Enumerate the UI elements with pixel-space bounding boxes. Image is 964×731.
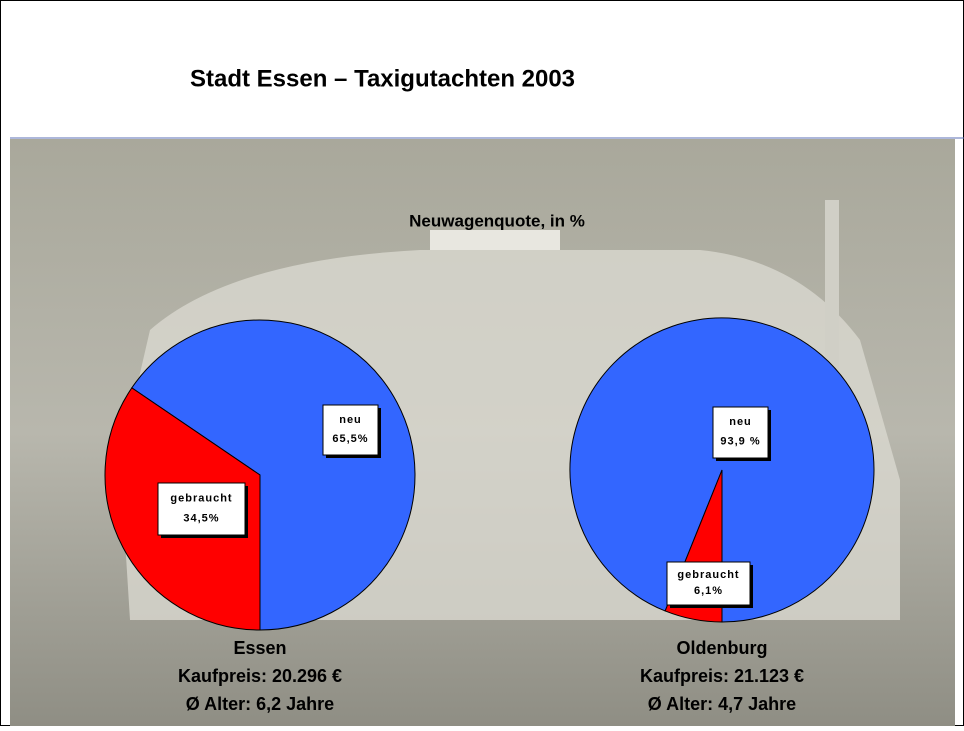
slice-category: neu [729,416,752,428]
pie-title: Oldenburg [677,638,768,658]
pie-title: Essen [233,638,286,658]
slice-category: neu [339,414,362,426]
pie-note: Ø Alter: 4,7 Jahre [648,694,796,714]
pie-note: Kaufpreis: 20.296 € [178,666,342,686]
slice-category: gebraucht [677,569,739,581]
taxi-sign [430,230,560,250]
slice-value-label: 34,5% [183,512,219,524]
pie-note: Ø Alter: 6,2 Jahre [186,694,334,714]
label-box [323,405,378,455]
slice-value-label: 65,5% [332,433,368,445]
slice-category: gebraucht [170,493,232,505]
label-box [158,483,245,535]
slide: Stadt Essen – Taxigutachten 2003 Neuwage… [0,0,964,726]
chart-subtitle: Neuwagenquote, in % [409,211,585,230]
pie-note: Kaufpreis: 21.123 € [640,666,804,686]
slice-value-label: 93,9 % [720,436,760,448]
slice-value-label: 6,1% [694,585,723,597]
slide-title: Stadt Essen – Taxigutachten 2003 [190,65,575,92]
label-box [713,407,768,458]
